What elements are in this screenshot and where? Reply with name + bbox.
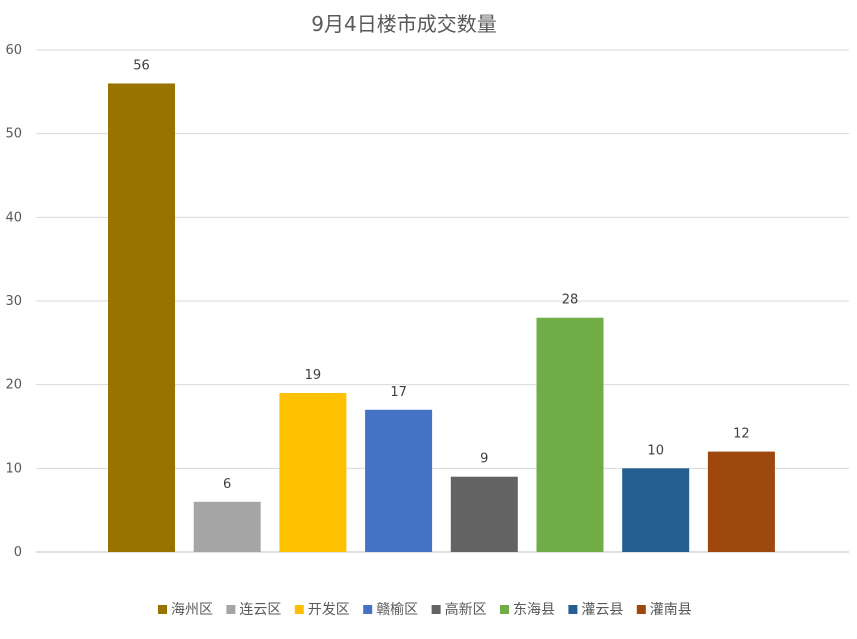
chart-title: 9月4日楼市成交数量	[311, 12, 496, 36]
legend-entry: 开发区	[308, 602, 350, 618]
bar-开发区	[279, 393, 347, 552]
legend-swatch	[363, 605, 373, 614]
legend-swatch	[294, 605, 304, 614]
legend-entry: 海州区	[171, 602, 213, 618]
data-label: 12	[733, 427, 750, 442]
data-label: 19	[305, 368, 322, 383]
y-tick-label: 60	[5, 43, 22, 58]
y-tick-label: 40	[5, 210, 22, 225]
legend-entry: 连云区	[239, 602, 281, 618]
legend-entry: 高新区	[445, 601, 487, 618]
legend-swatch	[500, 605, 509, 614]
y-tick-label: 20	[5, 378, 22, 393]
legend-swatch	[636, 605, 646, 614]
y-tick-label: 10	[5, 461, 22, 476]
legend-swatch	[158, 605, 167, 614]
data-label: 28	[562, 293, 579, 308]
y-tick-label: 0	[14, 545, 22, 560]
data-label: 17	[390, 385, 407, 400]
legend-entry: 灌云县	[581, 602, 623, 618]
y-tick-label: 30	[5, 294, 22, 309]
legend: 海州区 连云区 开发区 赣榆区 高新区 东海县 灌云县 灌南县	[158, 601, 692, 618]
data-label: 9	[480, 452, 488, 467]
y-tick-label: 50	[5, 127, 22, 142]
y-axis: 0 10 20 30 40 50 60	[5, 43, 22, 560]
legend-entry: 灌南县	[650, 602, 692, 618]
legend-entry: 东海县	[513, 602, 555, 618]
data-labels: 56 6 19 17 9 28 10 12	[133, 58, 749, 491]
bar-赣榆区	[365, 409, 433, 552]
legend-swatch	[226, 605, 236, 614]
bar-海州区	[108, 83, 175, 552]
bar-高新区	[450, 476, 518, 552]
data-label: 6	[223, 477, 231, 492]
bar-连云区	[193, 501, 261, 552]
legend-entry: 赣榆区	[376, 602, 418, 618]
data-label: 10	[647, 443, 664, 458]
bar-灌云县	[622, 468, 690, 552]
bars	[108, 83, 775, 552]
legend-swatch	[431, 605, 441, 614]
bar-灌南县	[707, 451, 775, 552]
data-label: 56	[133, 58, 150, 73]
bar-东海县	[536, 317, 604, 552]
legend-swatch	[568, 605, 578, 614]
